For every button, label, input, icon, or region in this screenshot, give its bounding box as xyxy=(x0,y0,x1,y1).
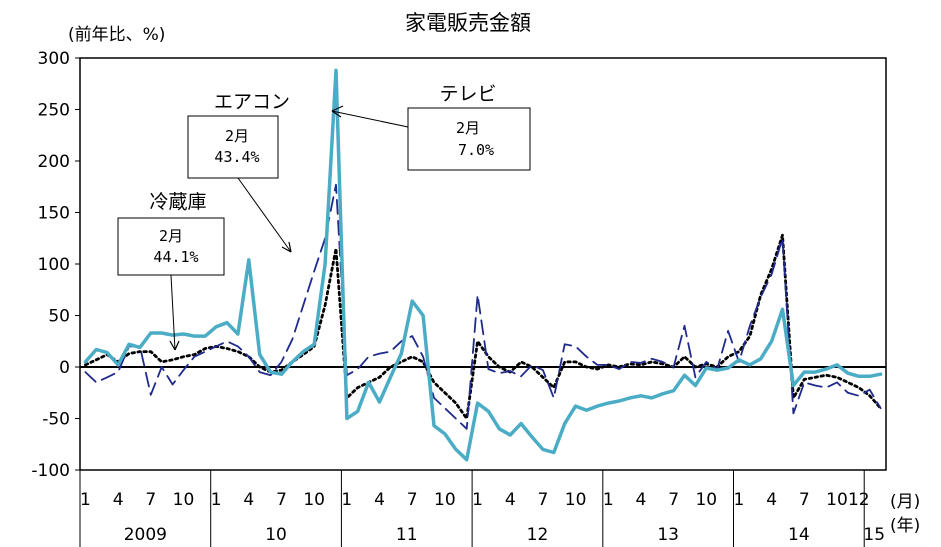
x-month-label: 7 xyxy=(276,490,287,510)
callout-tv-value: 7.0% xyxy=(458,141,494,159)
x-year-label: 10 xyxy=(265,525,287,545)
y-axis-label: (前年比、%) xyxy=(68,25,165,45)
y-tick-label: 100 xyxy=(38,255,70,275)
x-month-label: 4 xyxy=(766,490,777,510)
callout-tv-month: 2月 xyxy=(456,119,480,137)
month-unit-label: (月) xyxy=(890,492,920,512)
y-tick-label: 150 xyxy=(38,204,70,224)
callout-aircon-box xyxy=(187,115,279,179)
series-line-fridge xyxy=(84,233,882,420)
x-month-label: 10 xyxy=(565,490,587,510)
callout-tv-box xyxy=(407,107,531,171)
callout-fridge-value: 44.1% xyxy=(153,248,198,266)
callout-fridge-title: 冷蔵庫 xyxy=(149,191,206,213)
x-month-label: 10 xyxy=(826,490,848,510)
x-month-label: 10 xyxy=(434,490,456,510)
x-year-label: 13 xyxy=(657,525,679,545)
x-month-label: 1 xyxy=(341,490,352,510)
x-month-label: 4 xyxy=(374,490,385,510)
callout-fridge-arrow xyxy=(170,274,176,351)
x-month-label: 4 xyxy=(505,490,516,510)
x-month-label: 7 xyxy=(668,490,679,510)
callout-aircon-month: 2月 xyxy=(225,127,249,145)
y-tick-label: 50 xyxy=(48,307,70,327)
x-year-label: 14 xyxy=(788,525,810,545)
callout-fridge: 冷蔵庫 2月 44.1% xyxy=(117,191,225,351)
x-month-label: 7 xyxy=(799,490,810,510)
series-line-aircon xyxy=(84,183,882,430)
chart-title: 家電販売金額 xyxy=(405,11,531,35)
callout-aircon: エアコン 2月 43.4% xyxy=(187,91,292,253)
year-unit-label: (年) xyxy=(890,516,920,536)
x-year-label: 12 xyxy=(527,525,549,545)
x-month-label: 1 xyxy=(80,490,91,510)
y-tick-label: 250 xyxy=(38,101,70,121)
y-tick-label: -100 xyxy=(31,461,70,481)
callout-tv: テレビ 2月 7.0% xyxy=(331,83,531,171)
x-month-label: 7 xyxy=(537,490,548,510)
x-month-label: 10 xyxy=(173,490,195,510)
callout-aircon-title: エアコン xyxy=(214,91,290,113)
y-tick-label: 200 xyxy=(38,152,70,172)
callout-fridge-month: 2月 xyxy=(159,227,183,245)
callout-fridge-box xyxy=(117,217,225,276)
callout-tv-arrowhead xyxy=(331,105,344,118)
callout-aircon-value: 43.4% xyxy=(214,148,259,166)
series-line-tv xyxy=(83,68,883,462)
x-month-label: 4 xyxy=(243,490,254,510)
y-tick-label: 300 xyxy=(38,49,70,69)
callout-aircon-arrow xyxy=(237,177,292,253)
y-tick-label: 0 xyxy=(59,358,70,378)
x-month-label: 1 xyxy=(211,490,222,510)
x-year-label: 11 xyxy=(396,525,418,545)
x-year-label: 2009 xyxy=(124,525,167,545)
x-year-label: 15 xyxy=(863,525,885,545)
x-month-label: 1 xyxy=(603,490,614,510)
x-month-label: 12 xyxy=(848,490,870,510)
x-month-label: 7 xyxy=(145,490,156,510)
callout-tv-arrow xyxy=(331,110,409,128)
callout-tv-title: テレビ xyxy=(439,83,496,105)
x-month-label: 7 xyxy=(407,490,418,510)
x-month-label: 1 xyxy=(472,490,483,510)
callout-aircon-arrowhead xyxy=(281,241,292,253)
x-month-label: 1 xyxy=(734,490,745,510)
x-month-label: 10 xyxy=(695,490,717,510)
x-month-label: 4 xyxy=(113,490,124,510)
y-tick-label: -50 xyxy=(42,410,70,430)
x-month-label: 10 xyxy=(303,490,325,510)
callout-fridge-arrowhead xyxy=(169,340,180,351)
x-month-label: 4 xyxy=(636,490,647,510)
